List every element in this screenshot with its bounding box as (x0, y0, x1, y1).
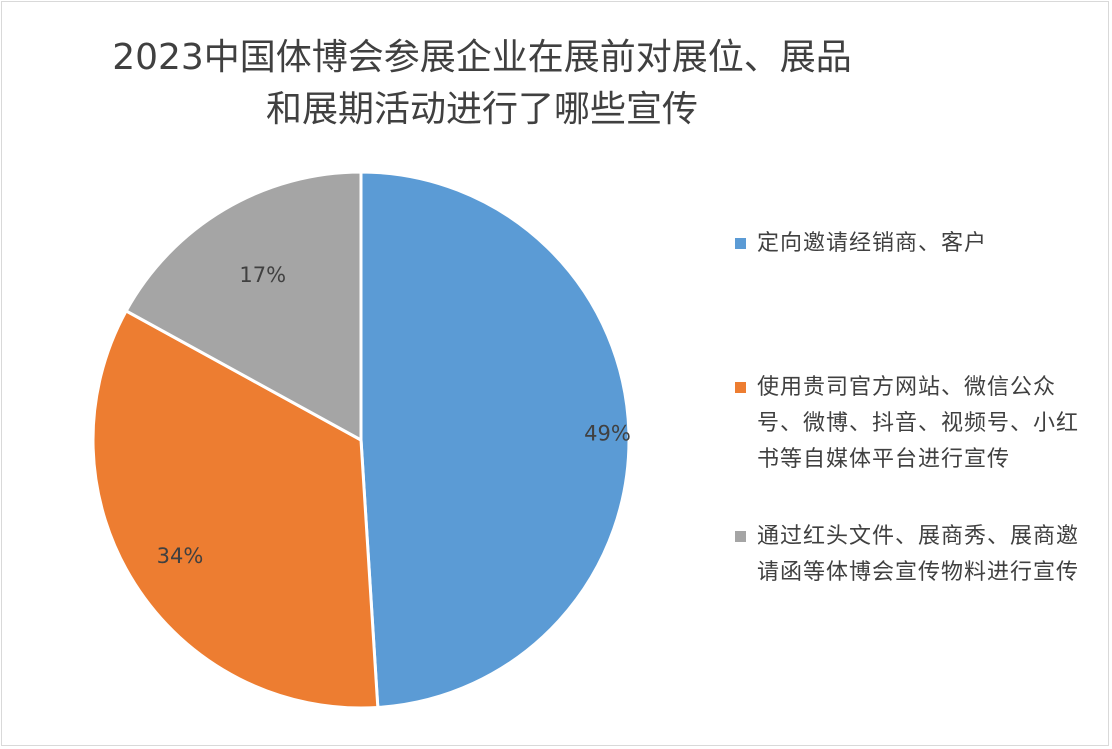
legend-swatch-2 (735, 382, 746, 393)
legend-swatch-3 (735, 531, 746, 542)
chart-title-line-2: 和展期活动进行了哪些宣传 (265, 89, 698, 130)
legend-swatch-1 (735, 238, 746, 249)
data-label-1: 49% (584, 421, 631, 445)
legend-label-1: 定向邀请经销商、客户 (757, 231, 988, 256)
chart-title: 2023中国体博会参展企业在展前对展位、展品 和展期活动进行了哪些宣传 (42, 32, 922, 136)
chart-title-line-1: 2023中国体博会参展企业在展前对展位、展品 (112, 37, 852, 78)
data-label-2: 34% (157, 544, 204, 568)
data-label-3: 17% (239, 263, 286, 287)
pie-slices (91, 170, 631, 710)
pie-slice-1 (359, 170, 631, 710)
pie-data-labels: 49% 34% 17% (157, 263, 631, 568)
legend-label-3: 通过红头文件、展商秀、展商邀请函等体博会宣传物料进行宣传 (757, 524, 1080, 585)
pie-slice-3 (124, 170, 363, 443)
legend-label-2: 使用贵司官方网站、微信公众号、微博、抖音、视频号、小红书等自媒体平台进行宣传 (757, 375, 1080, 472)
